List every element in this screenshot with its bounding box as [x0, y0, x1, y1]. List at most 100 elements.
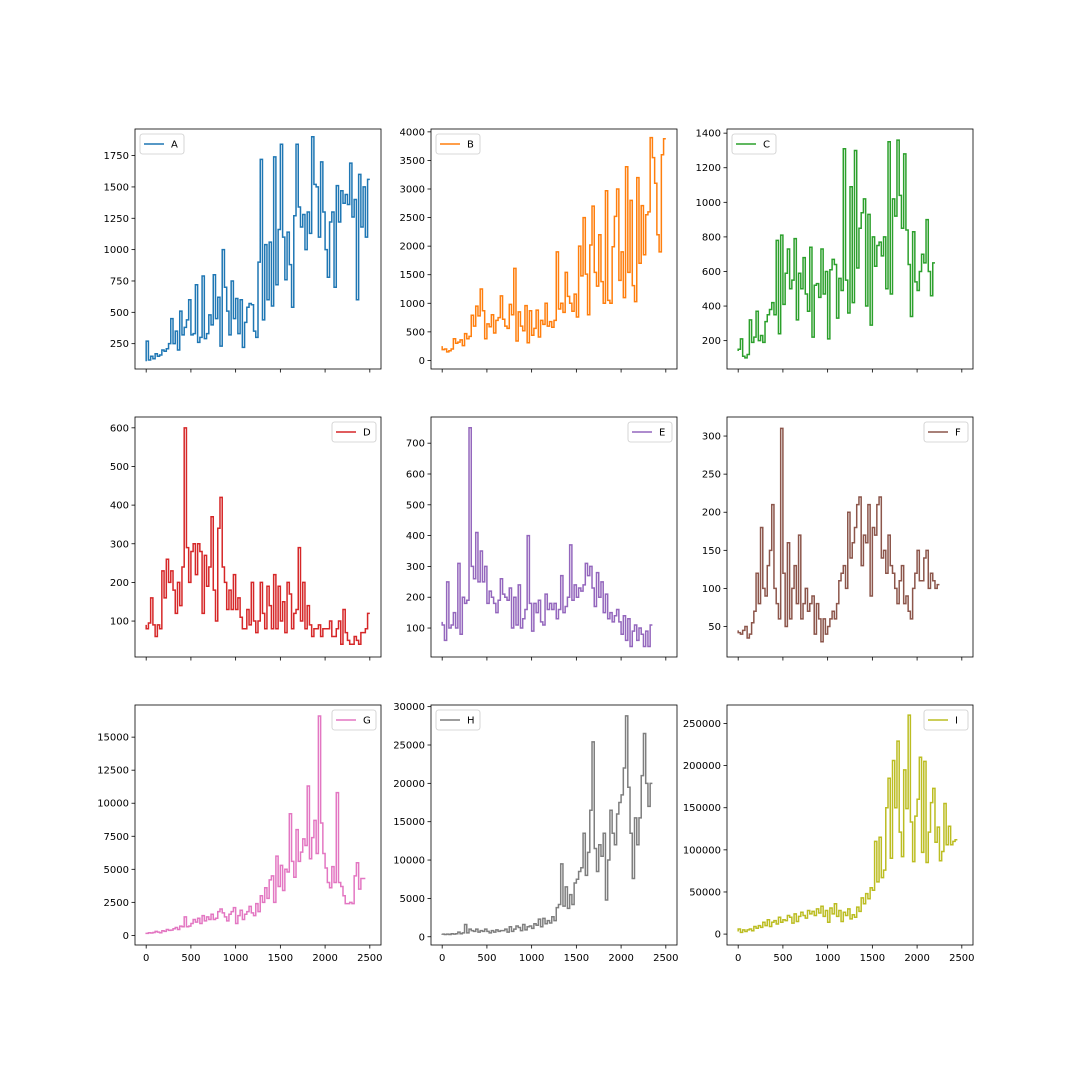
y-tick-label: 1000	[696, 198, 721, 209]
subplot-2: 200 400 600 800 1000 1200 1400 C	[696, 128, 974, 373]
y-tick-label: 100	[110, 617, 129, 628]
series-line-F	[737, 427, 940, 643]
y-tick-label: 5000	[104, 865, 129, 876]
y-tick-label: 0	[715, 930, 721, 941]
y-tick-label: 2500	[400, 213, 425, 224]
axes-frame	[134, 128, 382, 370]
x-tick-label: 2500	[357, 953, 382, 964]
x-tick-label: 2000	[312, 953, 337, 964]
y-tick-label: 2500	[104, 898, 129, 909]
subplot-8: 0 500 1000 1500 2000 2500 0 50000 100000 150000 20…	[683, 704, 975, 964]
y-tick-label: 50	[708, 622, 721, 633]
y-tick-label: 5000	[400, 894, 425, 905]
y-tick-label: 0	[123, 931, 129, 942]
series-line-B	[441, 136, 666, 353]
y-tick-label: 3000	[400, 185, 425, 196]
x-tick-label: 2500	[949, 953, 974, 964]
y-tick-label: 1000	[104, 245, 129, 256]
legend-label: A	[171, 140, 178, 151]
axes-frame	[134, 416, 382, 658]
x-tick-label: 1000	[223, 953, 248, 964]
legend-label: C	[763, 140, 770, 151]
y-tick-label: 1500	[104, 182, 129, 193]
legend-label: E	[659, 428, 665, 439]
x-tick-label: 1500	[860, 953, 885, 964]
y-tick-label: 500	[406, 500, 425, 511]
subplot-5: 50 100 150 200 250 300 F	[702, 416, 974, 661]
legend: C	[731, 133, 777, 155]
y-tick-label: 1750	[104, 151, 129, 162]
series-line-I	[737, 714, 958, 934]
y-tick-label: 500	[406, 327, 425, 338]
legend-label: D	[363, 428, 371, 439]
x-tick-label: 2500	[653, 953, 678, 964]
y-tick-label: 800	[702, 232, 721, 243]
y-tick-label: 1400	[696, 129, 721, 140]
y-tick-label: 750	[110, 276, 129, 287]
axes-frame	[726, 128, 974, 370]
legend: A	[139, 133, 185, 155]
y-tick-label: 200	[406, 593, 425, 604]
y-tick-label: 7500	[104, 832, 129, 843]
y-tick-label: 1200	[696, 163, 721, 174]
y-tick-label: 150	[702, 546, 721, 557]
x-tick-label: 0	[143, 953, 149, 964]
x-tick-label: 0	[439, 953, 445, 964]
legend: E	[627, 421, 673, 443]
y-tick-label: 200	[702, 336, 721, 347]
series-line-D	[145, 427, 370, 645]
legend: B	[435, 133, 481, 155]
y-tick-label: 200000	[683, 761, 721, 772]
x-tick-label: 500	[181, 953, 200, 964]
legend: D	[331, 421, 377, 443]
x-tick-label: 1000	[519, 953, 544, 964]
y-tick-label: 600	[406, 469, 425, 480]
y-tick-label: 150000	[683, 803, 721, 814]
series-line-G	[145, 715, 366, 935]
subplot-0: 250 500 750 1000 1250 1500 1750 A	[104, 128, 382, 373]
subplot-3: 100 200 300 400 500 600 D	[110, 416, 382, 661]
series-line-C	[737, 139, 935, 359]
legend: H	[435, 709, 481, 731]
x-tick-label: 0	[735, 953, 741, 964]
axes-frame	[726, 704, 974, 946]
x-tick-label: 2000	[608, 953, 633, 964]
series-line-A	[145, 136, 370, 362]
y-tick-label: 600	[702, 267, 721, 278]
subplot-1: 0 500 1000 1500 2000 2500 3000 3500 4000 B	[400, 127, 678, 373]
y-tick-label: 500	[110, 308, 129, 319]
y-tick-label: 400	[406, 531, 425, 542]
axes-frame	[430, 704, 678, 946]
x-tick-label: 2000	[904, 953, 929, 964]
y-tick-label: 200	[702, 508, 721, 519]
y-tick-label: 300	[110, 539, 129, 550]
y-tick-label: 250000	[683, 719, 721, 730]
y-tick-label: 10000	[393, 856, 425, 867]
y-tick-label: 250	[702, 470, 721, 481]
x-tick-label: 1500	[268, 953, 293, 964]
y-tick-label: 500	[110, 462, 129, 473]
y-tick-label: 30000	[393, 702, 425, 713]
x-tick-label: 500	[477, 953, 496, 964]
y-tick-label: 50000	[689, 887, 721, 898]
y-tick-label: 400	[110, 501, 129, 512]
legend: I	[923, 709, 969, 731]
y-tick-label: 25000	[393, 741, 425, 752]
y-tick-label: 100	[406, 624, 425, 635]
legend: G	[331, 709, 377, 731]
subplot-6: 0 500 1000 1500 2000 2500 0 2500 5000 7500 10000 12…	[97, 704, 383, 964]
y-tick-label: 100000	[683, 845, 721, 856]
subplot-4: 100 200 300 400 500 600 700 E	[406, 416, 678, 661]
y-tick-label: 300	[406, 562, 425, 573]
x-tick-label: 1500	[564, 953, 589, 964]
y-tick-label: 1500	[400, 270, 425, 281]
axes-frame	[430, 416, 678, 658]
x-tick-label: 500	[773, 953, 792, 964]
y-tick-label: 2000	[400, 242, 425, 253]
y-tick-label: 15000	[393, 817, 425, 828]
y-tick-label: 3500	[400, 156, 425, 167]
y-tick-label: 0	[419, 932, 425, 943]
y-tick-label: 1250	[104, 214, 129, 225]
legend: F	[923, 421, 969, 443]
